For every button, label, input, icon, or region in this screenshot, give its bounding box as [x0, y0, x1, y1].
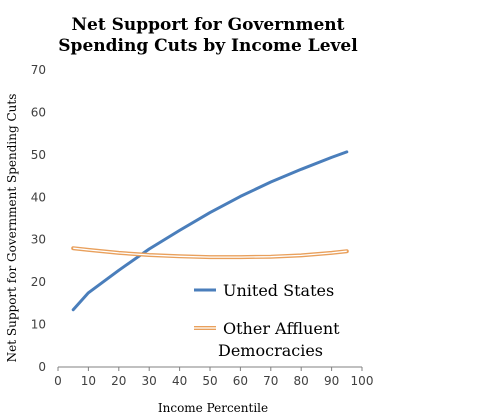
x-tick-label-20: 20 [111, 374, 126, 388]
x-tick-label-70: 70 [263, 374, 278, 388]
x-tick-label-60: 60 [233, 374, 248, 388]
legend: United States Other Affluent Democracies [194, 281, 340, 360]
chart-title-line-2: Spending Cuts by Income Level [58, 36, 358, 56]
x-tick-label-10: 10 [81, 374, 96, 388]
y-tick-label-60: 60 [31, 105, 46, 119]
series-layer [71, 150, 349, 312]
x-tick-labels: 0 10 20 30 40 50 60 70 80 90 100 [54, 367, 373, 388]
y-tick-label-70: 70 [31, 63, 46, 77]
series-line-inner-other-affluent-democracies [73, 247, 347, 258]
x-tick-label-80: 80 [294, 374, 309, 388]
legend-label-other-affluent-line-2: Democracies [218, 341, 323, 360]
series-line-united-states [71, 150, 349, 312]
x-tick-label-0: 0 [54, 374, 62, 388]
x-tick-label-100: 100 [351, 374, 374, 388]
y-axis-label: Net Support for Government Spending Cuts [5, 94, 19, 363]
y-tick-label-20: 20 [31, 275, 46, 289]
x-tick-label-90: 90 [324, 374, 339, 388]
x-tick-label-50: 50 [202, 374, 217, 388]
y-tick-label-50: 50 [31, 148, 46, 162]
legend-label-united-states: United States [223, 281, 334, 300]
y-tick-label-0: 0 [38, 360, 46, 374]
legend-label-other-affluent-line-1: Other Affluent [223, 319, 340, 338]
y-tick-label-10: 10 [31, 318, 46, 332]
chart-title-line-1: Net Support for Government [71, 15, 344, 35]
x-axis-label: Income Percentile [158, 401, 268, 415]
y-tick-label-40: 40 [31, 190, 46, 204]
y-tick-label-30: 30 [31, 233, 46, 247]
x-tick-label-30: 30 [142, 374, 157, 388]
y-tick-labels: 0 10 20 30 40 50 60 70 [31, 63, 46, 374]
x-tick-label-40: 40 [172, 374, 187, 388]
